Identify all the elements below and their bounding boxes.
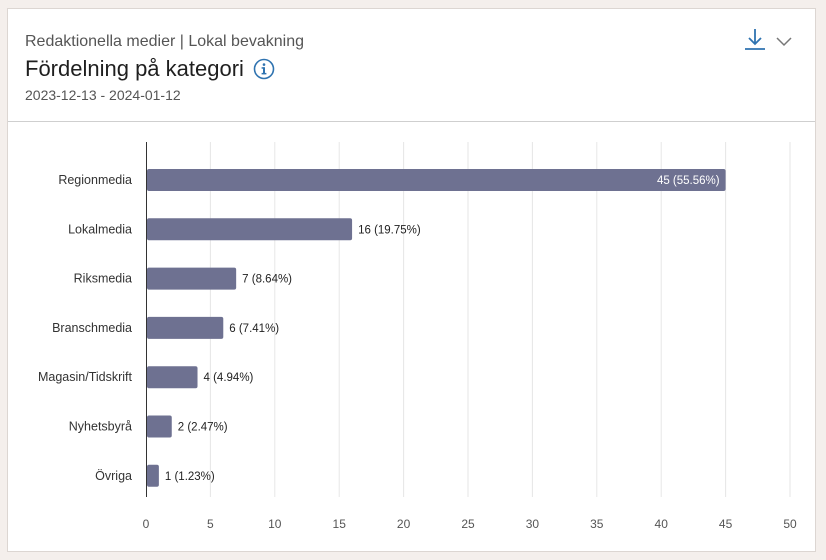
bar <box>147 415 172 438</box>
data-label: 1 (1.23%) <box>165 471 215 483</box>
category-label: Riksmedia <box>74 272 132 286</box>
chart-subtitle: Redaktionella medier | Lokal bevakning <box>25 33 304 50</box>
x-tick-label: 0 <box>143 517 150 531</box>
chart-menu-button[interactable] <box>774 31 794 51</box>
x-tick-label: 25 <box>461 517 475 531</box>
bar <box>147 169 726 191</box>
info-icon[interactable] <box>253 58 275 80</box>
x-tick-label: 40 <box>655 517 669 531</box>
title-row: Fördelning på kategori <box>25 56 275 82</box>
bar <box>147 218 353 241</box>
data-label: 45 (55.56%) <box>657 175 720 187</box>
x-tick-label: 10 <box>268 517 282 531</box>
chart-title: Fördelning på kategori <box>25 56 244 81</box>
x-tick-label: 30 <box>526 517 540 531</box>
category-label: Övriga <box>95 469 132 483</box>
x-tick-label: 50 <box>783 517 797 531</box>
x-tick-label: 20 <box>397 517 411 531</box>
date-range: 2023-12-13 - 2024-01-12 <box>25 87 181 103</box>
data-label: 4 (4.94%) <box>204 372 254 384</box>
bar-chart: 0 5 10 15 20 25 30 35 40 45 50 Regionmedia 45 (55.56… <box>38 142 797 531</box>
x-tick-label: 35 <box>590 517 604 531</box>
category-label: Lokalmedia <box>68 222 132 236</box>
data-label: 6 (7.41%) <box>229 323 279 335</box>
bar <box>147 267 237 290</box>
category-label: Branschmedia <box>52 321 132 335</box>
x-tick-label: 45 <box>719 517 733 531</box>
chart-card: Redaktionella medier | Lokal bevakning F… <box>7 8 816 552</box>
x-tick-label: 15 <box>333 517 347 531</box>
download-icon <box>745 29 765 50</box>
bar <box>147 464 159 487</box>
category-label: Magasin/Tidskrift <box>38 370 133 384</box>
category-label: Nyhetsbyrå <box>69 420 132 434</box>
download-button[interactable] <box>743 27 767 57</box>
chevron-down-icon <box>776 37 792 47</box>
bar <box>147 316 224 339</box>
data-label: 7 (8.64%) <box>242 274 292 286</box>
data-label: 16 (19.75%) <box>358 224 421 236</box>
data-label: 2 (2.47%) <box>178 422 228 434</box>
category-label: Regionmedia <box>58 173 132 187</box>
bar <box>147 366 198 389</box>
header-divider <box>8 121 815 122</box>
x-tick-label: 5 <box>207 517 214 531</box>
